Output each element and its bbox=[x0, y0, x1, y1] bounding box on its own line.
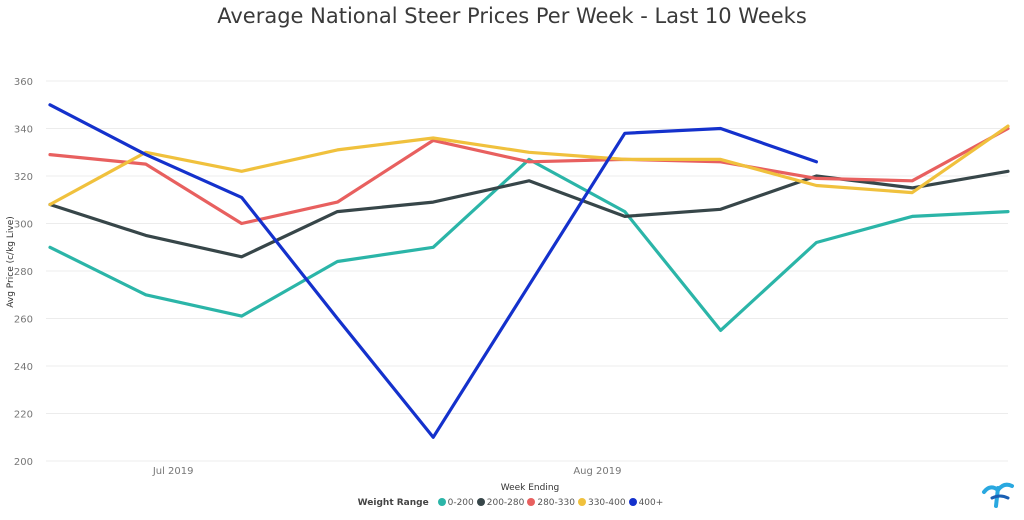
legend-item[interactable]: 280-330 bbox=[527, 498, 575, 508]
y-tick-label: 360 bbox=[14, 77, 33, 88]
series-line-400-plus bbox=[48, 103, 819, 439]
y-tick-label: 320 bbox=[14, 172, 33, 183]
series-line-200-280 bbox=[48, 169, 1010, 259]
series-lines bbox=[48, 103, 1010, 439]
legend-marker-icon bbox=[437, 498, 446, 506]
legend-label: 280-330 bbox=[537, 498, 575, 508]
legend-item[interactable]: 0-200 bbox=[437, 498, 474, 508]
legend-marker-icon bbox=[628, 498, 637, 506]
y-tick-label: 300 bbox=[14, 220, 33, 231]
legend-label: 200-280 bbox=[486, 498, 525, 508]
legend-item[interactable]: 330-400 bbox=[577, 498, 626, 508]
legend: Weight Range 0-200 200-280 280-330 330-400 4… bbox=[0, 498, 1024, 508]
legend-marker-icon bbox=[476, 498, 485, 506]
y-tick-label: 200 bbox=[14, 457, 33, 468]
series-line-330-400 bbox=[48, 124, 1010, 207]
legend-label: 400+ bbox=[638, 498, 664, 508]
legend-label: 330-400 bbox=[587, 498, 626, 508]
series-line-0-200 bbox=[48, 157, 1010, 332]
y-tick-label: 240 bbox=[14, 362, 33, 373]
y-tick-label: 280 bbox=[14, 267, 33, 278]
y-axis-title: Avg Price (c/kg Live) bbox=[6, 216, 16, 308]
legend-label: 0-200 bbox=[447, 498, 474, 508]
y-tick-label: 220 bbox=[14, 410, 33, 421]
y-tick-label: 260 bbox=[14, 315, 33, 326]
legend-marker-icon bbox=[577, 498, 586, 506]
x-axis-title: Week Ending bbox=[501, 483, 560, 493]
legend-item[interactable]: 200-280 bbox=[476, 498, 525, 508]
brand-logo bbox=[982, 482, 1014, 508]
y-axis-ticks: 200 220 240 260 280 300 320 340 360 bbox=[14, 77, 33, 468]
x-tick-label: Jul 2019 bbox=[152, 466, 194, 477]
gridlines bbox=[46, 80, 1008, 462]
series-line-280-330 bbox=[48, 126, 1010, 226]
legend-item[interactable]: 400+ bbox=[628, 498, 664, 508]
y-tick-label: 340 bbox=[14, 125, 33, 136]
x-axis-ticks: Jul 2019 Aug 2019 bbox=[152, 466, 622, 477]
chart-title: Average National Steer Prices Per Week -… bbox=[217, 4, 807, 28]
legend-title: Weight Range bbox=[357, 498, 429, 508]
x-tick-label: Aug 2019 bbox=[573, 466, 621, 477]
legend-marker-icon bbox=[527, 498, 536, 506]
